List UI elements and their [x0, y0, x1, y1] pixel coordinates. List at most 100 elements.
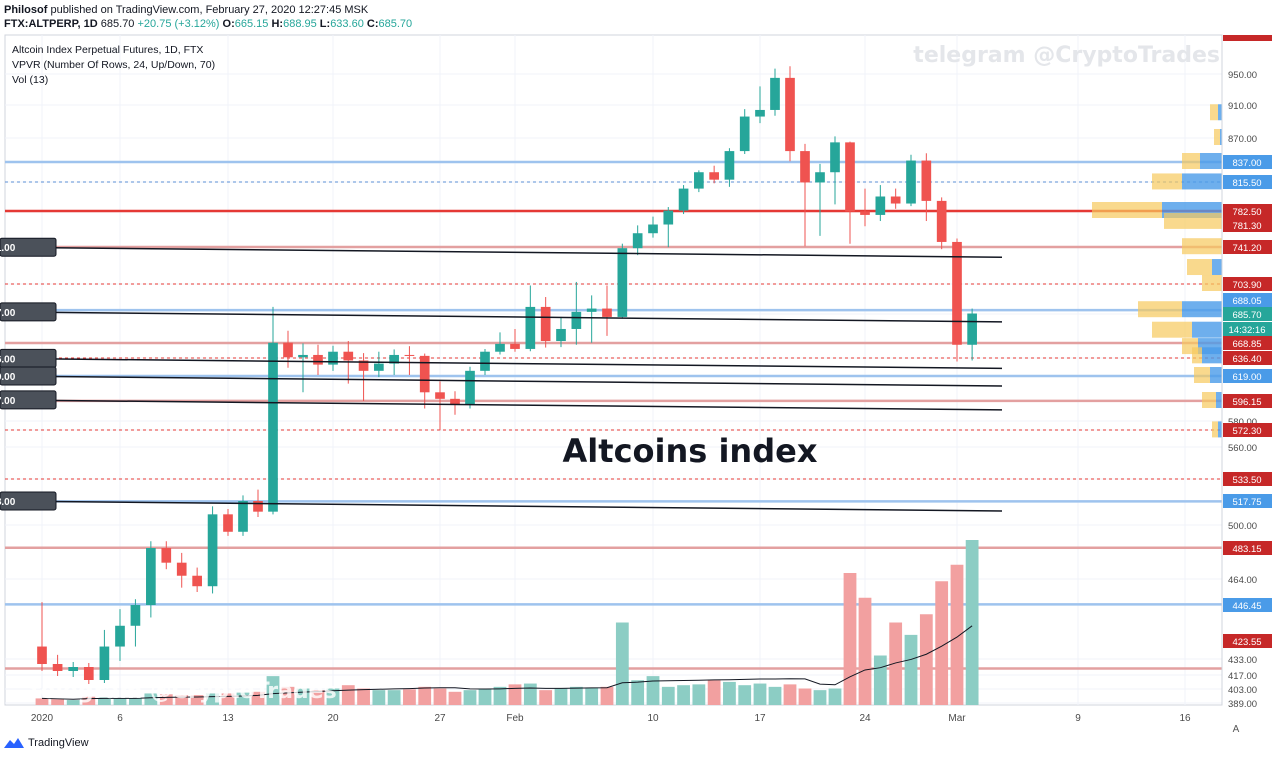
candle-body	[253, 501, 263, 512]
candle-body	[602, 308, 612, 317]
price-label-top	[1223, 35, 1272, 41]
volume-bar	[738, 685, 752, 705]
price-label-bg	[1223, 598, 1272, 612]
volume-bar	[615, 622, 629, 705]
volume-bar	[828, 688, 842, 705]
callout-pointer	[0, 500, 1003, 512]
candle-body	[510, 343, 520, 349]
volume-bar	[768, 686, 782, 705]
volume-bar	[190, 695, 204, 705]
x-tick-label: 10	[647, 713, 659, 724]
candle-body	[663, 210, 674, 225]
candle-body	[192, 575, 202, 587]
callout-pointer	[0, 246, 1003, 258]
candle-body	[800, 151, 810, 183]
price-label-bg	[1223, 204, 1272, 218]
volume-bar	[418, 686, 432, 705]
vp-sell-bar	[1187, 259, 1212, 276]
price-label: 533.50	[1232, 475, 1261, 486]
candle-body	[860, 211, 870, 215]
callout-label: 597.00	[0, 396, 16, 407]
price-label: 685.70	[1232, 310, 1261, 321]
candle-body	[755, 109, 765, 117]
price-axis[interactable]: 389.00 403.00 417.00 433.00 446.45 464.00 483.…	[1221, 35, 1272, 710]
vp-buy-bar	[1218, 104, 1222, 121]
vp-sell-bar	[1182, 238, 1222, 255]
price-label: 688.05	[1232, 296, 1261, 307]
volume-bar	[813, 690, 827, 705]
price-label-bg	[1223, 494, 1272, 508]
auto-scale-button[interactable]: A	[1233, 724, 1240, 735]
price-label: 596.15	[1232, 397, 1261, 408]
candle-body	[556, 328, 566, 342]
price-label-bg	[1223, 307, 1272, 321]
author-name[interactable]: Philosof	[4, 4, 48, 16]
price-label: 782.50	[1232, 207, 1261, 218]
vp-buy-bar	[1182, 301, 1222, 318]
candle-body	[525, 306, 536, 349]
low-value: 633.60	[330, 18, 364, 30]
volume-bar	[798, 688, 812, 705]
price-label: 741.20	[1232, 243, 1261, 254]
vp-buy-bar	[1202, 347, 1222, 364]
vp-sell-bar	[1210, 104, 1218, 121]
candle-body	[709, 172, 719, 180]
price-label-bg	[1223, 336, 1272, 350]
candle-body	[830, 142, 840, 173]
candle-body	[238, 501, 248, 532]
chart-header: Philosof published on TradingView.com, F…	[4, 3, 1004, 31]
price-label: 668.85	[1232, 339, 1261, 350]
volume-bar	[35, 698, 49, 705]
volume-bar	[539, 690, 553, 705]
candle-body	[115, 625, 125, 647]
vp-sell-bar	[1214, 129, 1220, 145]
candle-body	[419, 355, 430, 393]
candle-body	[176, 562, 187, 576]
callout-box	[0, 491, 57, 511]
volume-bar	[508, 684, 522, 705]
time-axis[interactable]: 2020 6 13 20 27 Feb 10 17 24 Mar 9 16	[31, 713, 1191, 724]
vp-buy-bar	[1192, 321, 1222, 338]
tradingview-logo-icon[interactable]	[4, 737, 24, 749]
y-tick-label: 910.00	[1228, 101, 1257, 112]
callout-label: 619.00	[0, 372, 16, 383]
candle-body	[374, 363, 384, 371]
price-label: 446.45	[1232, 601, 1261, 612]
y-tick-label: 433.00	[1228, 655, 1257, 666]
volume-bar	[175, 695, 189, 705]
candle-body	[465, 370, 475, 405]
candle-body	[540, 306, 551, 342]
candle-body	[967, 313, 977, 345]
price-label: 423.55	[1232, 637, 1261, 648]
vp-sell-bar	[1202, 275, 1222, 291]
callout-label: 636.00	[0, 354, 16, 365]
x-tick-label: 20	[327, 713, 339, 724]
candle-body	[37, 646, 47, 664]
vp-sell-bar	[1202, 392, 1216, 408]
vp-buy-bar	[1212, 259, 1222, 276]
candle-body	[906, 160, 916, 204]
callout-box	[0, 237, 57, 257]
volume-bar	[904, 634, 918, 705]
volume-bar	[357, 688, 370, 705]
price-label-bg	[1223, 351, 1272, 365]
volume-bar	[387, 690, 401, 705]
volume-bar	[554, 688, 568, 705]
price-label: 636.40	[1232, 354, 1261, 365]
volume-bar	[403, 689, 416, 705]
callout: 741.00	[0, 237, 1003, 258]
y-tick-label: 403.00	[1228, 685, 1257, 696]
footer-brand[interactable]: TradingView	[28, 737, 89, 749]
candle-body	[724, 151, 735, 180]
volume-bar	[311, 690, 325, 705]
last-price: 685.70	[100, 18, 135, 30]
callout: 597.00	[0, 390, 1003, 411]
volume-bar	[341, 685, 355, 705]
price-label: 837.00	[1232, 158, 1261, 169]
callout: 636.00	[0, 348, 1003, 370]
callout-pointer	[0, 375, 1003, 387]
candle-body	[815, 172, 825, 183]
candle-body	[678, 188, 689, 211]
price-label-bg	[1223, 423, 1272, 437]
